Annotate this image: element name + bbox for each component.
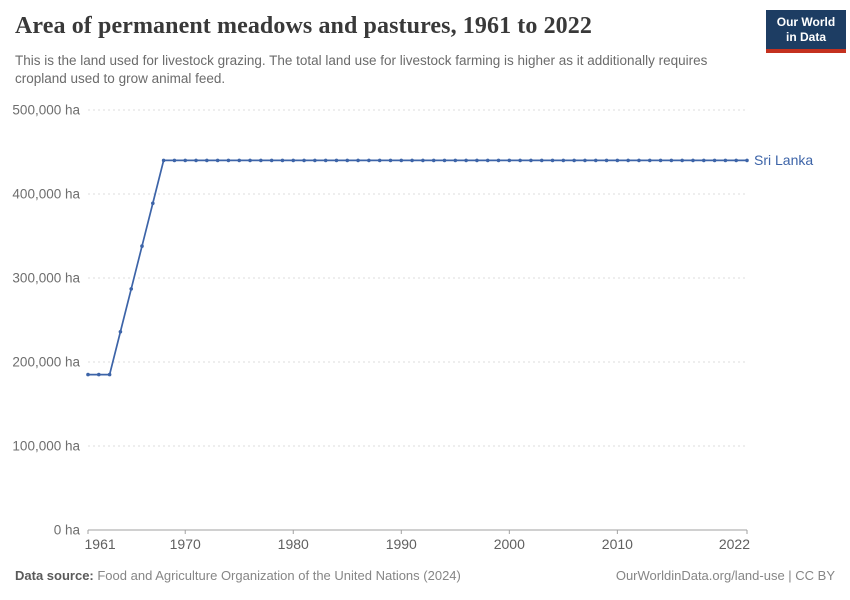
data-line[interactable] — [88, 159, 747, 376]
data-point[interactable] — [302, 158, 306, 163]
data-point[interactable] — [280, 158, 285, 163]
data-point[interactable] — [161, 158, 166, 163]
data-point[interactable] — [723, 158, 728, 163]
owid-logo-line2: in Data — [785, 30, 826, 44]
data-point[interactable] — [129, 287, 134, 291]
data-point[interactable] — [248, 158, 252, 163]
data-point[interactable] — [734, 158, 738, 163]
data-point[interactable] — [745, 158, 749, 163]
x-tick-label: 1961 — [85, 536, 116, 552]
data-point[interactable] — [583, 158, 587, 163]
data-point[interactable] — [637, 158, 641, 163]
data-point[interactable] — [399, 158, 404, 163]
data-source-note: Data source: Food and Agriculture Organi… — [15, 568, 461, 583]
data-point[interactable] — [680, 158, 684, 163]
data-point[interactable] — [226, 158, 231, 163]
data-source-label: Data source: — [15, 568, 94, 583]
data-point[interactable] — [593, 158, 598, 163]
data-point[interactable] — [539, 158, 544, 163]
data-point[interactable] — [291, 158, 296, 163]
data-point[interactable] — [313, 158, 317, 163]
data-point[interactable] — [367, 158, 371, 163]
data-point[interactable] — [118, 329, 123, 334]
data-point[interactable] — [97, 372, 101, 377]
data-point[interactable] — [485, 158, 490, 163]
data-point[interactable] — [550, 158, 555, 163]
data-point[interactable] — [518, 158, 522, 163]
y-tick-label: 300,000 ha — [12, 271, 80, 286]
data-point[interactable] — [259, 158, 263, 163]
y-tick-label: 500,000 ha — [12, 103, 80, 118]
data-point[interactable] — [701, 158, 706, 163]
x-tick-label: 1990 — [386, 536, 417, 552]
data-point[interactable] — [107, 372, 112, 377]
credit-note: OurWorldinData.org/land-use | CC BY — [615, 568, 835, 583]
data-point[interactable] — [205, 158, 209, 163]
data-point[interactable] — [183, 158, 188, 163]
y-tick-label: 400,000 ha — [12, 187, 80, 202]
data-point[interactable] — [215, 158, 220, 163]
data-point[interactable] — [669, 158, 674, 163]
y-tick-label: 0 ha — [54, 523, 81, 538]
data-point[interactable] — [626, 158, 630, 163]
data-point[interactable] — [647, 158, 652, 163]
data-point[interactable] — [237, 158, 242, 163]
x-tick-label: 2000 — [494, 536, 525, 552]
data-point[interactable] — [421, 158, 425, 163]
data-point[interactable] — [453, 158, 458, 163]
data-point[interactable] — [604, 158, 609, 163]
data-point[interactable] — [410, 158, 414, 163]
page-title: Area of permanent meadows and pastures, … — [15, 13, 592, 39]
data-point[interactable] — [86, 372, 90, 377]
data-point[interactable] — [712, 158, 717, 163]
data-point[interactable] — [140, 244, 144, 248]
owid-logo: Our World in Data — [766, 10, 846, 53]
data-point[interactable] — [172, 158, 177, 163]
data-point[interactable] — [194, 158, 198, 163]
x-tick-label: 1970 — [170, 536, 201, 552]
data-point[interactable] — [269, 158, 274, 163]
data-point[interactable] — [572, 158, 576, 163]
data-point[interactable] — [151, 201, 155, 206]
entity-label[interactable]: Sri Lanka — [754, 152, 813, 168]
data-point[interactable] — [561, 158, 566, 163]
data-point[interactable] — [475, 158, 479, 163]
y-tick-label: 200,000 ha — [12, 355, 80, 370]
data-point[interactable] — [345, 158, 350, 163]
data-point[interactable] — [377, 158, 382, 163]
data-point[interactable] — [323, 158, 328, 163]
data-point[interactable] — [334, 158, 339, 163]
chart-subtitle: This is the land used for livestock graz… — [15, 53, 708, 86]
chart-footer: Data source: Food and Agriculture Organi… — [15, 568, 835, 583]
data-point[interactable] — [431, 158, 436, 163]
data-point[interactable] — [529, 158, 533, 163]
owid-logo-line1: Our World — [776, 15, 836, 29]
x-tick-label: 1980 — [278, 536, 309, 552]
data-point[interactable] — [691, 158, 695, 163]
data-point[interactable] — [496, 158, 501, 163]
data-point[interactable] — [442, 158, 447, 163]
data-point[interactable] — [507, 158, 512, 163]
data-source-value: Food and Agriculture Organization of the… — [93, 568, 461, 583]
data-point[interactable] — [658, 158, 663, 163]
data-point[interactable] — [388, 158, 393, 163]
data-point[interactable] — [356, 158, 360, 163]
data-point[interactable] — [464, 158, 468, 163]
y-tick-label: 100,000 ha — [12, 439, 80, 454]
data-point[interactable] — [615, 158, 620, 163]
x-tick-label: 2010 — [602, 536, 633, 552]
x-tick-label: 2022 — [719, 536, 750, 552]
